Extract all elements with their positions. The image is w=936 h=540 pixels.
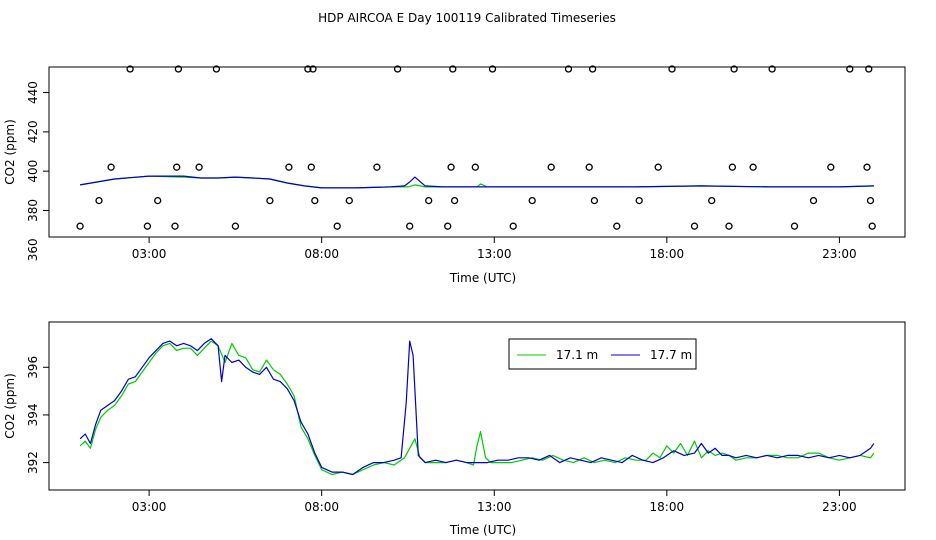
- legend: 17.1 m 17.7 m: [508, 338, 697, 370]
- calibration-point: [827, 163, 835, 171]
- legend-box: [508, 338, 697, 370]
- calibration-point: [266, 196, 274, 205]
- calibration-point: [809, 196, 818, 205]
- calibration-point: [154, 196, 162, 205]
- calibration-point: [863, 163, 871, 171]
- calibration-point: [528, 196, 536, 205]
- top-series-line-17-7-m: [79, 175, 874, 189]
- calibration-point: [868, 222, 876, 230]
- calibration-point: [635, 196, 643, 205]
- calibration-point: [846, 65, 854, 73]
- bottom-x-tick-label: 08:00: [304, 500, 339, 514]
- calibration-point: [373, 163, 381, 171]
- top-x-tick-label: 08:00: [304, 247, 339, 261]
- calibration-point: [174, 65, 183, 73]
- calibration-point: [173, 163, 181, 171]
- calibration-point: [333, 222, 341, 230]
- calibration-point: [547, 163, 555, 171]
- top-y-tick-label: 420: [26, 120, 40, 143]
- top-y-axis-label: CO2 (ppm): [3, 119, 17, 185]
- calibration-point: [345, 196, 353, 205]
- chart-title: HDP AIRCOA E Day 100119 Calibrated Times…: [318, 11, 616, 25]
- bottom-x-tick-label: 23:00: [822, 500, 857, 514]
- top-y-tick-label: 440: [26, 81, 40, 104]
- calibration-point: [311, 196, 319, 205]
- calibration-point: [708, 196, 716, 205]
- calibration-point: [690, 222, 699, 230]
- calibration-point: [865, 65, 873, 73]
- calibration-point: [444, 222, 452, 230]
- calibration-point: [309, 65, 317, 73]
- calibration-point: [447, 163, 455, 171]
- top-plot-frame: [48, 66, 906, 238]
- bottom-panel: 03:00 08:00 13:00 18:00 23:00 392 394 396 Time…: [3, 321, 906, 537]
- top-y-tick-label: 380: [26, 199, 40, 222]
- top-y-axis: 360 380 400 420 440: [26, 81, 49, 261]
- calibration-point: [231, 222, 240, 230]
- calibration-point: [171, 222, 179, 230]
- top-panel: 03:00 08:00 13:00 18:00 23:00 360 380 400 420 44…: [3, 65, 906, 285]
- bottom-series-line-17-1-m: [79, 340, 875, 476]
- bottom-y-axis-label: CO2 (ppm): [3, 373, 17, 439]
- bottom-series-lines: [79, 338, 875, 476]
- bottom-x-axis-label: Time (UTC): [449, 523, 516, 537]
- calibration-point: [590, 196, 599, 205]
- bottom-y-tick-label: 392: [26, 451, 40, 474]
- calibration-point: [212, 65, 221, 73]
- calibration-point: [564, 65, 573, 73]
- calibration-point: [425, 196, 433, 205]
- top-x-axis-label: Time (UTC): [449, 271, 516, 285]
- calibration-point: [393, 65, 402, 73]
- top-x-tick-label: 03:00: [132, 247, 167, 261]
- calibration-point: [790, 222, 799, 230]
- calibration-point: [588, 65, 597, 73]
- calibration-point: [95, 196, 103, 205]
- calibration-point: [471, 163, 479, 171]
- calibration-point: [107, 163, 115, 171]
- calibration-point: [449, 65, 457, 73]
- calibration-point: [613, 222, 621, 230]
- calibration-point: [728, 163, 737, 171]
- top-y-tick-label: 360: [26, 238, 40, 261]
- bottom-x-tick-label: 03:00: [132, 500, 167, 514]
- calibration-point: [730, 65, 738, 73]
- top-x-tick-label: 18:00: [650, 247, 685, 261]
- bottom-y-tick-label: 396: [26, 356, 40, 379]
- top-series-lines: [79, 175, 874, 189]
- top-x-tick-label: 23:00: [822, 247, 857, 261]
- bottom-x-tick-label: 18:00: [650, 500, 685, 514]
- bottom-series-line-17-7-m: [79, 338, 875, 476]
- calibration-point: [509, 222, 517, 230]
- calibration-point: [488, 65, 497, 73]
- bottom-y-tick-label: 394: [26, 403, 40, 426]
- calibration-point: [406, 222, 414, 230]
- bottom-x-axis: 03:00 08:00 13:00 18:00 23:00: [132, 490, 857, 514]
- calibration-point: [126, 65, 134, 73]
- calibration-point: [654, 163, 662, 171]
- calibration-point: [304, 65, 312, 73]
- calibration-point: [143, 222, 152, 230]
- bottom-plot-frame: [48, 321, 906, 491]
- top-y-tick-label: 400: [26, 160, 40, 183]
- calibration-point: [307, 163, 315, 171]
- calibration-point: [76, 222, 84, 230]
- bottom-x-tick-label: 13:00: [477, 500, 512, 514]
- calibration-point: [866, 196, 875, 205]
- legend-label-17-7m: 17.7 m: [650, 348, 692, 362]
- calibration-point: [749, 163, 757, 171]
- calibration-point: [725, 222, 733, 230]
- legend-label-17-1m: 17.1 m: [556, 348, 598, 362]
- top-x-axis: 03:00 08:00 13:00 18:00 23:00: [132, 237, 857, 261]
- calibration-point: [450, 196, 459, 205]
- top-x-tick-label: 13:00: [477, 247, 512, 261]
- calibration-point: [285, 163, 293, 171]
- calibration-point: [585, 163, 593, 171]
- bottom-y-axis: 392 394 396: [26, 356, 49, 474]
- calibration-point: [668, 65, 676, 73]
- top-calibration-points: [76, 65, 876, 230]
- calibration-point: [195, 163, 203, 171]
- calibration-point: [768, 65, 776, 73]
